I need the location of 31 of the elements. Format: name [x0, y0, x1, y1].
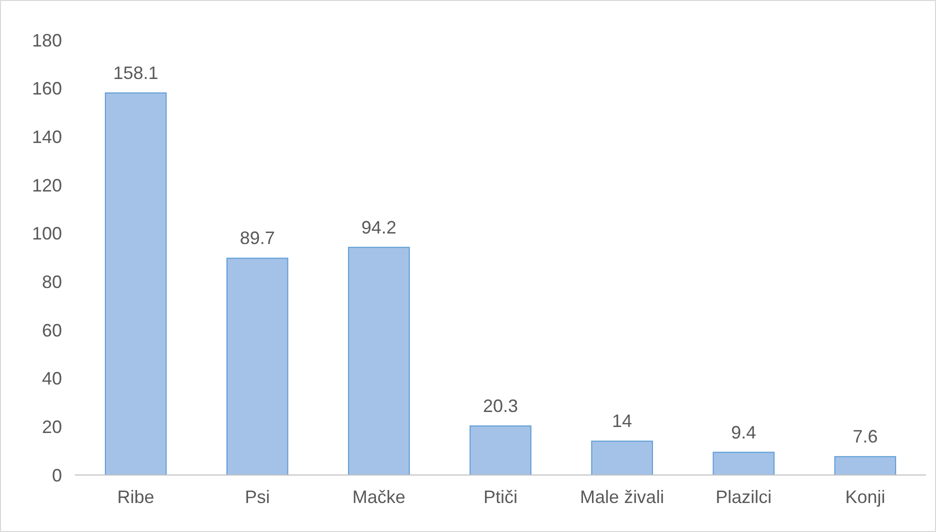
x-tick-label: Konji [845, 487, 886, 507]
bar [104, 92, 167, 476]
y-tick-label: 180 [32, 30, 62, 50]
data-label: 158.1 [113, 62, 158, 83]
y-tick-label: 140 [32, 126, 62, 147]
x-tick-label: Psi [244, 487, 270, 507]
data-label: 89.7 [240, 228, 275, 248]
x-tick-label: Plazilci [716, 487, 772, 507]
y-tick-label: 0 [52, 465, 62, 486]
x-tick-label: Mačke [352, 487, 406, 507]
y-tick-label: 120 [32, 175, 62, 196]
data-label: 7.6 [852, 426, 878, 447]
y-tick-label: 100 [32, 224, 62, 244]
y-tick-label: 160 [32, 78, 62, 99]
bar [470, 425, 532, 476]
x-tick-label: Ribe [117, 487, 154, 507]
bar [348, 246, 410, 476]
y-tick-label: 20 [42, 416, 62, 437]
bar [591, 440, 653, 476]
y-tick-label: 80 [42, 272, 62, 292]
data-label: 94.2 [361, 217, 396, 238]
data-label: 9.4 [731, 422, 756, 442]
bar [226, 258, 288, 476]
bar [712, 452, 775, 476]
data-label: 20.3 [482, 396, 518, 416]
x-tick-label: Ptiči [483, 487, 518, 507]
x-tick-label: Male živali [580, 487, 664, 507]
bar [834, 456, 896, 476]
y-tick-label: 60 [42, 320, 62, 340]
y-tick-label: 40 [42, 368, 62, 389]
data-label: 14 [612, 411, 632, 432]
